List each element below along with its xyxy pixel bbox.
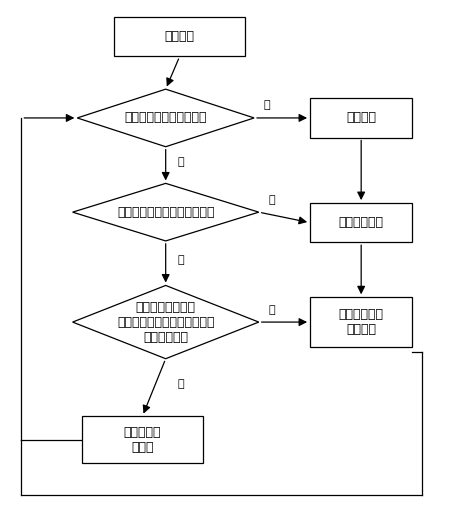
Text: 是: 是 bbox=[177, 157, 184, 167]
FancyBboxPatch shape bbox=[310, 98, 413, 138]
Polygon shape bbox=[73, 184, 259, 241]
Text: 程序开始: 程序开始 bbox=[165, 30, 195, 43]
Text: 判断当前用户输入键盘的模式: 判断当前用户输入键盘的模式 bbox=[117, 206, 214, 218]
Text: 结束检测: 结束检测 bbox=[346, 112, 376, 124]
Text: 直接输出该功
能键键值: 直接输出该功 能键键值 bbox=[339, 308, 384, 336]
Text: 键入的功能键是否
在加密设置时与另一功能键的
键值进行对调: 键入的功能键是否 在加密设置时与另一功能键的 键值进行对调 bbox=[117, 300, 214, 343]
FancyBboxPatch shape bbox=[310, 203, 413, 242]
Text: 检测用户是否按下功能键: 检测用户是否按下功能键 bbox=[124, 112, 207, 124]
Text: 是: 是 bbox=[177, 379, 184, 389]
FancyBboxPatch shape bbox=[114, 17, 245, 57]
Text: 否: 否 bbox=[268, 195, 275, 205]
FancyBboxPatch shape bbox=[82, 416, 203, 463]
Text: 否: 否 bbox=[263, 101, 270, 111]
Text: 输出调换后
的键值: 输出调换后 的键值 bbox=[124, 426, 161, 454]
FancyBboxPatch shape bbox=[310, 297, 413, 347]
Polygon shape bbox=[73, 286, 259, 359]
Text: 是: 是 bbox=[177, 255, 184, 265]
Text: 否: 否 bbox=[268, 305, 275, 315]
Text: 普通模式输出: 普通模式输出 bbox=[339, 216, 384, 229]
Polygon shape bbox=[77, 89, 254, 147]
